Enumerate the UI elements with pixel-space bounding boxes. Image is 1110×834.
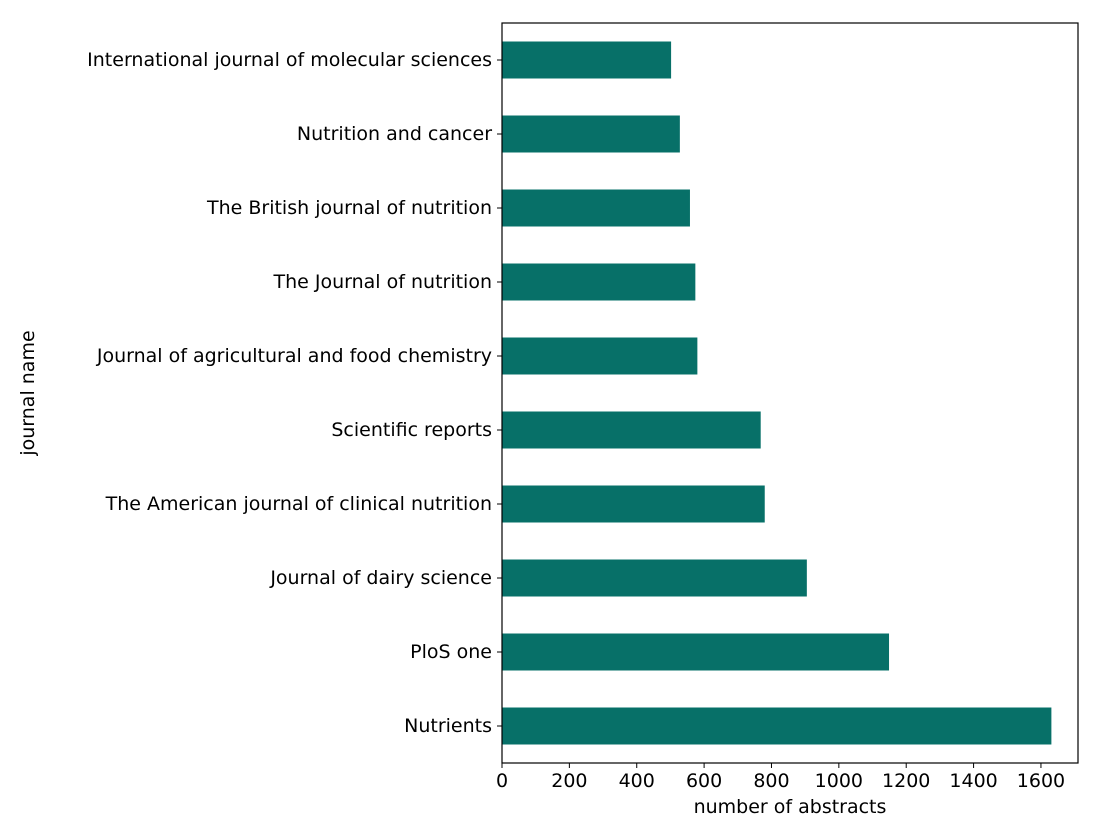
plot-frame: [501, 22, 1079, 764]
bar: [502, 41, 672, 79]
bar: [502, 633, 890, 671]
y-tick-label: Nutrition and cancer: [297, 123, 492, 145]
y-tick-label: International journal of molecular scien…: [87, 49, 492, 71]
x-tick-label: 400: [619, 770, 655, 792]
y-tick-label: The British journal of nutrition: [206, 197, 492, 219]
x-tick-label: 200: [551, 770, 587, 792]
y-tick-label: Nutrients: [404, 715, 492, 737]
x-tick-label: 1200: [882, 770, 930, 792]
bar: [502, 411, 761, 449]
bar: [502, 559, 807, 597]
x-tick-label: 1000: [815, 770, 863, 792]
bar: [502, 337, 698, 375]
bar: [502, 485, 765, 523]
y-axis-ticks: International journal of molecular scien…: [87, 49, 502, 737]
y-tick-label: Journal of agricultural and food chemist…: [96, 345, 492, 367]
x-tick-label: 600: [686, 770, 722, 792]
y-tick-label: Journal of dairy science: [269, 567, 492, 589]
y-tick-label: PloS one: [410, 641, 492, 663]
y-axis-label: journal name: [17, 330, 39, 456]
bar: [502, 263, 696, 301]
x-axis-label: number of abstracts: [694, 796, 887, 818]
y-tick-label: Scientific reports: [331, 419, 492, 441]
y-tick-label: The American journal of clinical nutriti…: [105, 493, 492, 515]
bars-group: [502, 41, 1052, 745]
y-tick-label: The Journal of nutrition: [273, 271, 493, 293]
x-tick-label: 1400: [949, 770, 997, 792]
bar: [502, 115, 680, 153]
x-tick-label: 0: [496, 770, 508, 792]
bar: [502, 707, 1052, 745]
x-tick-label: 1600: [1017, 770, 1065, 792]
x-axis-ticks: 0 200 400 600 800 1000 1200 1400 1600: [496, 763, 1065, 792]
bar: [502, 189, 690, 227]
x-tick-label: 800: [753, 770, 789, 792]
